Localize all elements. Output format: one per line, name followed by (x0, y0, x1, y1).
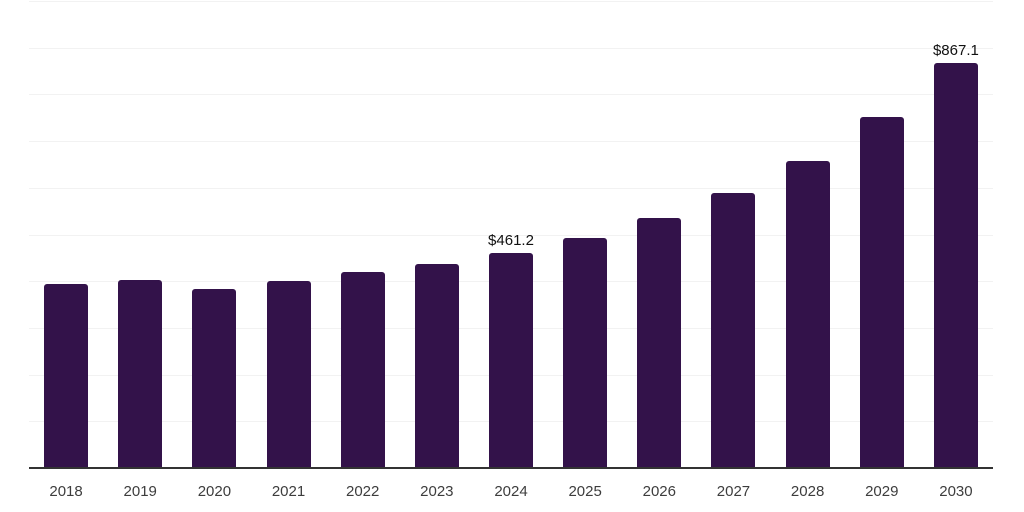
bar-2018 (44, 284, 89, 468)
x-tick-label-2027: 2027 (716, 483, 751, 500)
x-tick-label-2025: 2025 (568, 483, 602, 500)
bar-2026 (637, 218, 682, 468)
gridline-1000 (29, 1, 993, 2)
gridline-700 (29, 141, 993, 143)
x-tick-label-2023: 2023 (420, 483, 454, 500)
bar-2020 (192, 288, 237, 468)
x-tick-label-2028: 2028 (790, 483, 825, 500)
bar-2023 (414, 263, 459, 468)
bar-2019 (118, 279, 163, 468)
x-tick-label-2018: 2018 (49, 483, 83, 500)
gridline-600 (29, 187, 993, 189)
x-tick-label-2021: 2021 (271, 483, 306, 500)
x-tick-label-2029: 2029 (865, 483, 899, 500)
bar-2030 (933, 63, 978, 468)
bar-2027 (711, 192, 756, 468)
x-axis-line (29, 467, 993, 469)
x-tick-label-2024: 2024 (494, 483, 528, 500)
value-label-2024: $461.2 (488, 231, 534, 249)
x-tick-label-2030: 2030 (939, 483, 973, 500)
bar-2028 (785, 160, 830, 468)
bar-2029 (859, 117, 904, 468)
gridline-900 (29, 47, 993, 49)
x-tick-label-2019: 2019 (123, 483, 157, 500)
bar-2021 (266, 281, 311, 468)
bar-2025 (563, 238, 608, 468)
value-label-2030: $867.1 (932, 42, 979, 60)
x-tick-label-2026: 2026 (642, 483, 676, 500)
bar-2024 (489, 252, 533, 468)
bar-2022 (340, 272, 385, 468)
x-tick-label-2022: 2022 (346, 483, 380, 500)
x-tick-label-2020: 2020 (197, 483, 232, 500)
gridline-800 (29, 94, 993, 96)
